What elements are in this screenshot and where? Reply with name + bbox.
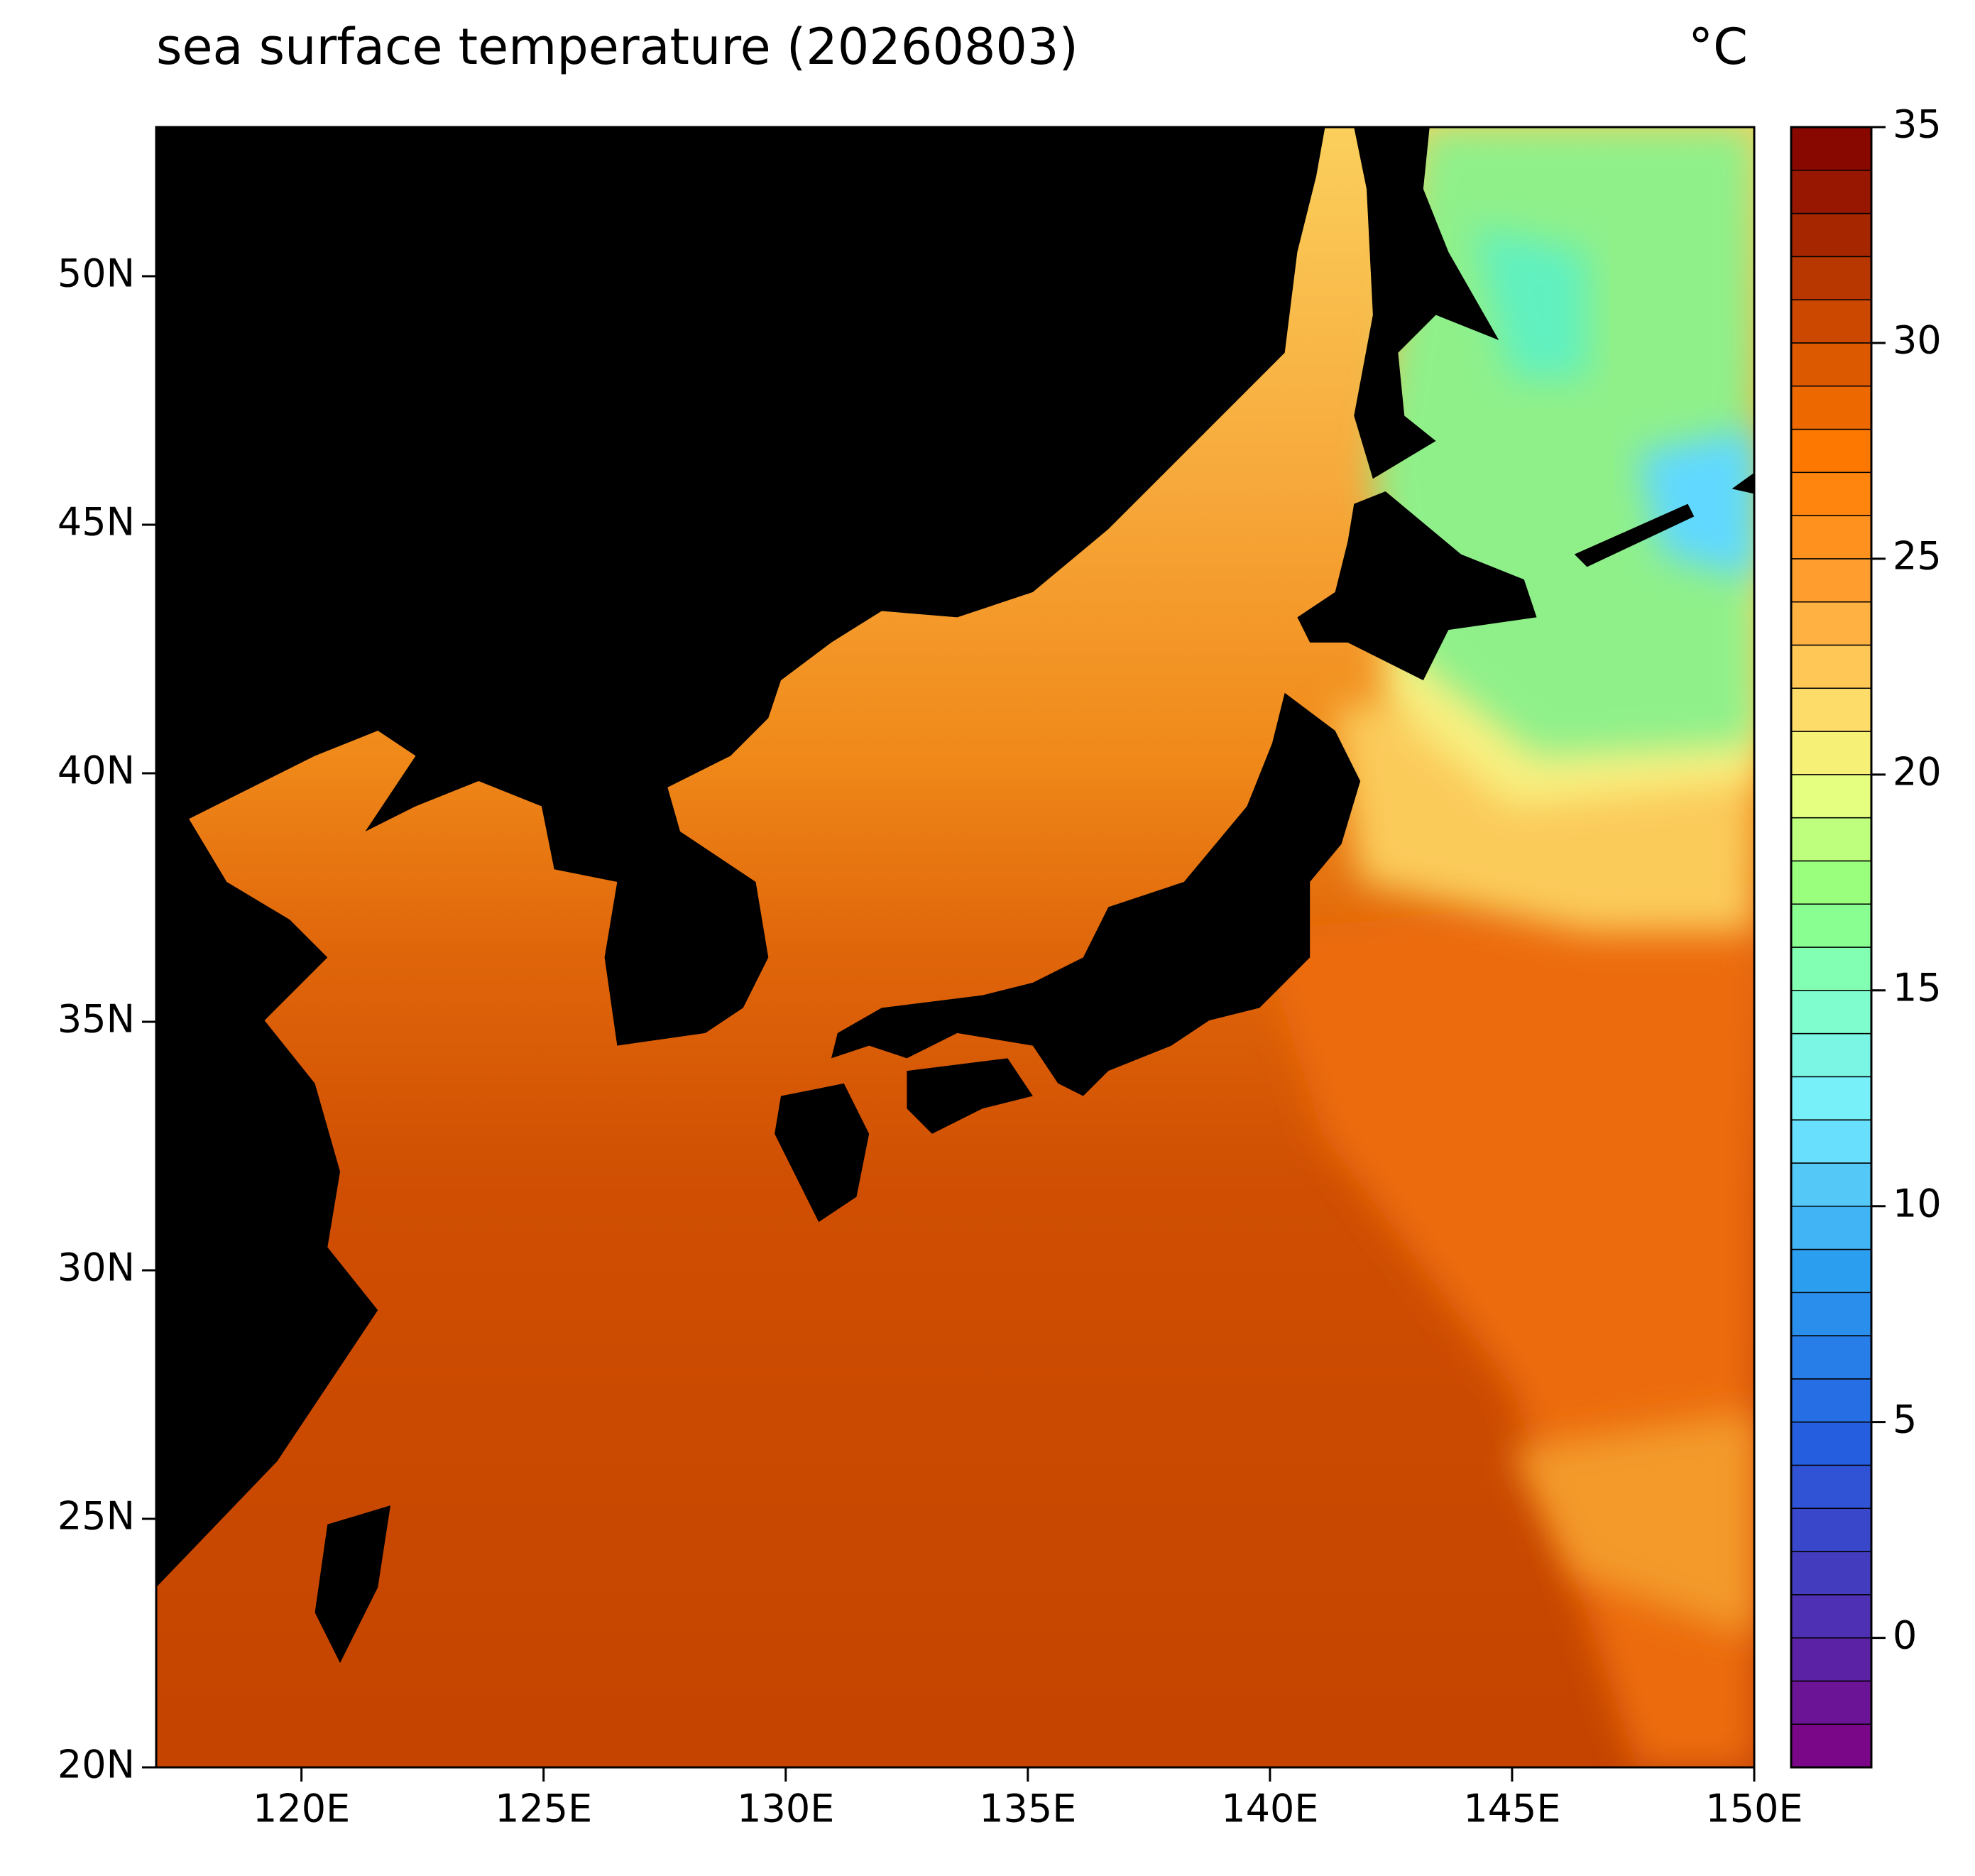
x-tick-label: 145E xyxy=(1463,1787,1560,1831)
colorbar-box xyxy=(1790,299,1872,344)
colorbar-box xyxy=(1790,644,1872,689)
colorbar-box xyxy=(1790,1205,1872,1250)
y-tick-label: 45N xyxy=(58,500,135,545)
colorbar-box xyxy=(1790,903,1872,948)
colorbar-tick-label: 30 xyxy=(1893,318,1942,363)
colorbar-box xyxy=(1790,1637,1872,1682)
unit-label: °C xyxy=(1688,18,1748,76)
colorbar-frame xyxy=(1790,126,1873,1769)
colorbar-box xyxy=(1790,1680,1872,1725)
colorbar-box xyxy=(1790,1162,1872,1207)
map-title: sea surface temperature (20260803) xyxy=(156,18,1078,76)
colorbar-box xyxy=(1790,1551,1872,1596)
colorbar-box xyxy=(1790,601,1872,646)
map-frame xyxy=(155,126,1756,1769)
colorbar-box xyxy=(1790,947,1872,991)
map-field xyxy=(156,127,1755,1768)
x-tick-label: 150E xyxy=(1705,1787,1802,1831)
colorbar-box xyxy=(1790,860,1872,905)
colorbar-tick-label: 10 xyxy=(1893,1181,1942,1226)
colorbar-box xyxy=(1790,256,1872,300)
colorbar-tick-label: 25 xyxy=(1893,534,1942,579)
colorbar-box xyxy=(1790,1119,1872,1164)
x-tick-label: 140E xyxy=(1221,1787,1318,1831)
colorbar-box xyxy=(1790,385,1872,430)
colorbar-box xyxy=(1790,1076,1872,1120)
colorbar-box xyxy=(1790,1594,1872,1639)
colorbar-tick-label: 20 xyxy=(1893,749,1942,794)
colorbar-box xyxy=(1790,1507,1872,1552)
colorbar-box xyxy=(1790,1723,1872,1768)
axes: 120E 125E 130E 135E 140E 145E 150E 20N 25N 30N 35N… xyxy=(58,102,1942,1831)
colorbar-box xyxy=(1790,342,1872,387)
colorbar-box xyxy=(1790,774,1872,819)
colorbar-box xyxy=(1790,1421,1872,1466)
colorbar-box xyxy=(1790,471,1872,516)
colorbar-box xyxy=(1790,817,1872,862)
colorbar-box xyxy=(1790,687,1872,732)
colorbar-tick-label: 15 xyxy=(1893,965,1942,1010)
colorbar-box xyxy=(1790,1292,1872,1336)
colorbar-box xyxy=(1790,1248,1872,1294)
colorbar-box xyxy=(1790,731,1872,775)
colorbar-tick-label: 0 xyxy=(1893,1613,1917,1657)
y-tick-label: 20N xyxy=(58,1743,135,1787)
colorbar-box xyxy=(1790,515,1872,560)
x-tick-label: 125E xyxy=(495,1787,592,1831)
colorbar-box xyxy=(1790,428,1872,474)
y-tick-label: 40N xyxy=(58,748,135,793)
x-tick-label: 135E xyxy=(979,1787,1076,1831)
y-tick-label: 35N xyxy=(58,997,135,1042)
colorbar-tick-label: 35 xyxy=(1893,102,1942,147)
y-tick-label: 50N xyxy=(58,251,135,296)
colorbar-box xyxy=(1790,126,1872,171)
colorbar-box xyxy=(1790,990,1872,1035)
colorbar-box xyxy=(1790,1464,1872,1510)
colorbar-box xyxy=(1790,1378,1872,1423)
x-tick-label: 120E xyxy=(253,1787,350,1831)
colorbar-box xyxy=(1790,1032,1872,1078)
y-tick-label: 25N xyxy=(58,1494,135,1539)
colorbar-tick-label: 5 xyxy=(1893,1397,1917,1441)
colorbar-box xyxy=(1790,170,1872,214)
x-tick-label: 130E xyxy=(737,1787,834,1831)
colorbar-box xyxy=(1790,558,1872,603)
y-tick-label: 30N xyxy=(58,1245,135,1290)
colorbar-box xyxy=(1790,212,1872,258)
colorbar-box xyxy=(1790,1335,1872,1380)
